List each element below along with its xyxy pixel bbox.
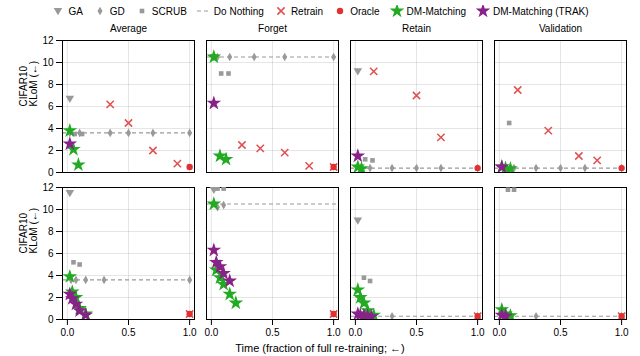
svg-text:10: 10	[42, 57, 54, 68]
html-text:Oracle: Oracle	[350, 5, 380, 17]
svg-text:6: 6	[48, 248, 54, 259]
svg-text:1.0: 1.0	[615, 327, 629, 338]
svg-text:0.5: 0.5	[266, 327, 280, 338]
svg-text:0.5: 0.5	[410, 327, 424, 338]
svg-text:CIFAR10KLoM (←): CIFAR10KLoM (←)	[18, 61, 39, 107]
svg-text:Forget: Forget	[258, 23, 287, 34]
svg-text:8: 8	[48, 226, 54, 237]
html-text:Retrain: Retrain	[290, 5, 324, 17]
html-text:DM-Matching (TRAK): DM-Matching (TRAK)	[493, 5, 589, 17]
svg-text:2: 2	[48, 145, 54, 156]
svg-text:0.0: 0.0	[60, 327, 74, 338]
svg-text:10: 10	[42, 204, 54, 215]
svg-text:0.0: 0.0	[204, 327, 218, 338]
svg-text:1.0: 1.0	[183, 327, 197, 338]
html-text:DM-Matching: DM-Matching	[406, 5, 466, 17]
svg-text:6: 6	[48, 101, 54, 112]
svg-text:CIFAR10KLoM (←): CIFAR10KLoM (←)	[18, 208, 39, 254]
svg-text:0.0: 0.0	[348, 327, 362, 338]
svg-text:0.0: 0.0	[492, 327, 506, 338]
html-text:Do Nothing: Do Nothing	[213, 5, 264, 17]
svg-text:Average: Average	[110, 23, 148, 34]
html-text:SCRUB: SCRUB	[151, 5, 187, 17]
html-text:GD: GD	[109, 5, 125, 17]
svg-text:4: 4	[48, 270, 54, 281]
svg-text:0.5: 0.5	[122, 327, 136, 338]
svg-text:1.0: 1.0	[327, 327, 341, 338]
svg-text:8: 8	[48, 79, 54, 90]
svg-text:4: 4	[48, 123, 54, 134]
svg-text:12: 12	[42, 182, 54, 193]
html-text:GA: GA	[68, 5, 83, 17]
svg-text:1.0: 1.0	[471, 327, 485, 338]
svg-text:0: 0	[48, 167, 54, 178]
svg-text:2: 2	[48, 292, 54, 303]
svg-text:Validation: Validation	[539, 23, 582, 34]
svg-text:12: 12	[42, 35, 54, 46]
html-text:Time (fraction of full re-trai: Time (fraction of full re-training; ←)	[235, 342, 405, 354]
svg-text:0: 0	[48, 314, 54, 325]
svg-text:Retain: Retain	[402, 23, 431, 34]
svg-text:0.5: 0.5	[554, 327, 568, 338]
